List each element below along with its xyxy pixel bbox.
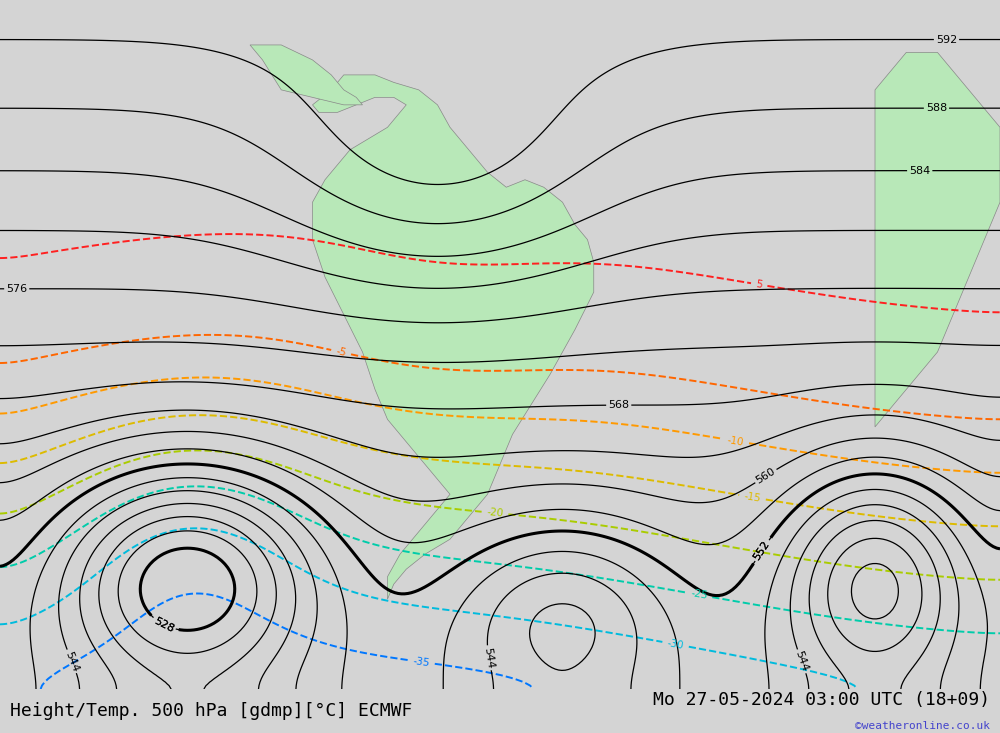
Text: ©weatheronline.co.uk: ©weatheronline.co.uk [855, 721, 990, 732]
Text: -35: -35 [412, 656, 431, 668]
Text: 544: 544 [482, 647, 495, 669]
Text: 568: 568 [608, 400, 629, 410]
Text: Mo 27-05-2024 03:00 UTC (18+09): Mo 27-05-2024 03:00 UTC (18+09) [653, 691, 990, 709]
Text: 576: 576 [6, 284, 27, 294]
Text: -15: -15 [743, 491, 762, 504]
Polygon shape [250, 45, 362, 105]
Text: -10: -10 [727, 435, 745, 447]
Text: 544: 544 [63, 649, 80, 673]
Text: 528: 528 [152, 616, 176, 634]
Text: Height/Temp. 500 hPa [gdmp][°C] ECMWF: Height/Temp. 500 hPa [gdmp][°C] ECMWF [10, 702, 412, 720]
Polygon shape [312, 75, 594, 599]
Text: -5: -5 [335, 346, 347, 358]
Text: 552: 552 [752, 539, 772, 562]
Text: 560: 560 [754, 466, 777, 486]
Text: 5: 5 [755, 279, 763, 290]
Text: 584: 584 [909, 166, 930, 176]
Text: -20: -20 [486, 507, 504, 519]
Text: 592: 592 [936, 34, 957, 45]
Text: 588: 588 [926, 103, 947, 113]
Text: 552: 552 [752, 539, 772, 562]
Polygon shape [875, 53, 1000, 427]
Text: -25: -25 [690, 589, 708, 601]
Text: 528: 528 [152, 616, 176, 634]
Text: 544: 544 [793, 649, 810, 673]
Text: -30: -30 [666, 638, 685, 651]
